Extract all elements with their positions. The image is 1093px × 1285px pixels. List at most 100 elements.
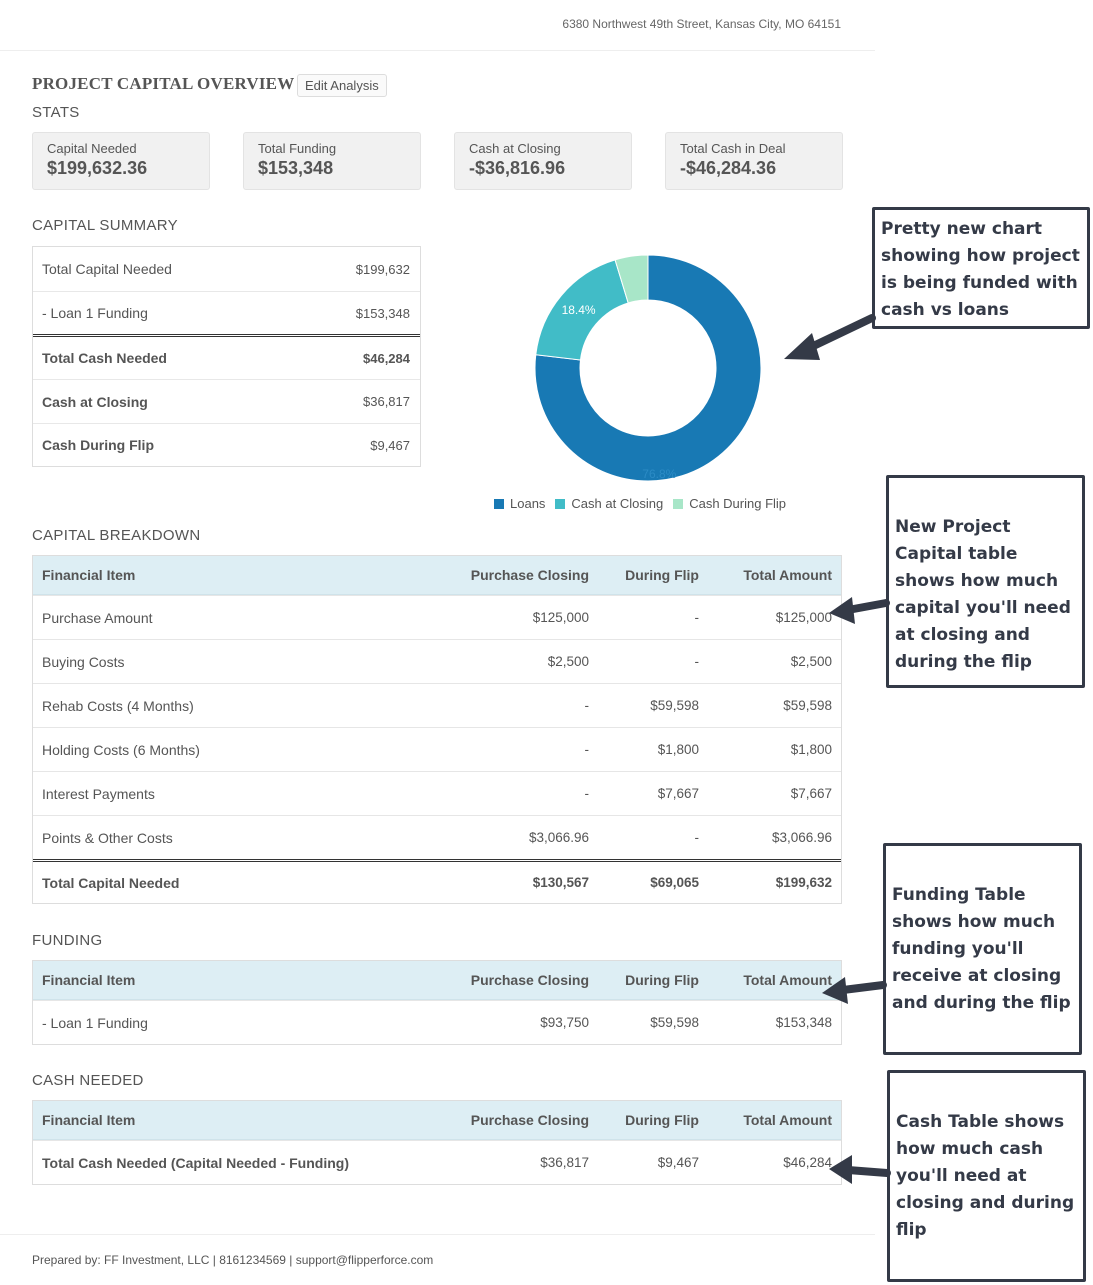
footer-divider <box>0 1234 875 1235</box>
table-row: Holding Costs (6 Months) - $1,800 $1,800 <box>33 727 841 771</box>
cell: $69,065 <box>650 875 699 890</box>
stat-label: Total Funding <box>258 141 337 156</box>
callout-funding-table: Funding Table shows how much funding you… <box>883 843 1082 1055</box>
donut-slice-loans[interactable] <box>534 254 762 482</box>
table-row: Interest Payments - $7,667 $7,667 <box>33 771 841 815</box>
capital-breakdown-title: CAPITAL BREAKDOWN <box>32 527 201 544</box>
cell: $9,467 <box>657 1155 699 1170</box>
column-header: Financial Item <box>42 972 136 988</box>
cell: $125,000 <box>775 610 832 625</box>
cash-needed-title: CASH NEEDED <box>32 1072 144 1089</box>
legend-item[interactable]: Cash During Flip <box>673 496 786 511</box>
donut-data-label: 76.8% <box>642 467 676 481</box>
capital-summary-table: Total Capital Needed $199,632 - Loan 1 F… <box>32 246 421 467</box>
row-value: $46,284 <box>363 350 410 366</box>
row-label: Cash at Closing <box>42 393 148 410</box>
table-row: Total Cash Needed $46,284 <box>33 334 420 379</box>
stat-label: Capital Needed <box>47 141 137 156</box>
arrow-to-chart <box>801 314 876 354</box>
cell: $59,598 <box>650 1015 699 1030</box>
stat-capital-needed: Capital Needed $199,632.36 <box>32 132 210 190</box>
chart-legend: Loans Cash at Closing Cash During Flip <box>494 496 796 511</box>
cell: $3,066.96 <box>771 830 832 845</box>
stat-value: $199,632.36 <box>47 158 148 178</box>
row-label: - Loan 1 Funding <box>42 305 148 321</box>
table-row: Cash at Closing $36,817 <box>33 379 420 423</box>
cell: $1,800 <box>657 742 699 757</box>
arrow-to-cash-table <box>844 1166 891 1177</box>
cell: - <box>694 610 700 625</box>
cell: $7,667 <box>790 786 832 801</box>
cell: - <box>584 698 590 713</box>
callout-capital-table: New Project Capital table shows how much… <box>886 475 1085 688</box>
stat-value: -$46,284.36 <box>680 158 777 178</box>
cell: - <box>584 786 590 801</box>
column-header: Total Amount <box>743 567 832 583</box>
stat-total-funding: Total Funding $153,348 <box>243 132 421 190</box>
stats-section-title: STATS <box>32 104 80 121</box>
table-row: Points & Other Costs $3,066.96 - $3,066.… <box>33 815 841 859</box>
table-row: - Loan 1 Funding $93,750 $59,598 $153,34… <box>33 1000 841 1044</box>
row-value: $199,632 <box>355 261 410 277</box>
table-header: Financial Item Purchase Closing During F… <box>33 961 841 1000</box>
cell: Total Capital Needed <box>42 874 180 891</box>
capital-summary-title: CAPITAL SUMMARY <box>32 217 178 234</box>
cell: $2,500 <box>547 654 589 669</box>
row-value: $153,348 <box>355 305 410 321</box>
legend-item[interactable]: Cash at Closing <box>555 496 663 511</box>
cell: $93,750 <box>540 1015 589 1030</box>
table-row: Cash During Flip $9,467 <box>33 423 420 466</box>
cell: $125,000 <box>532 610 589 625</box>
header-divider <box>0 50 875 51</box>
callout-chart: Pretty new chart showing how project is … <box>872 207 1090 329</box>
table-row: Total Capital Needed $199,632 <box>33 247 420 291</box>
cell: $59,598 <box>650 698 699 713</box>
page-title: PROJECT CAPITAL OVERVIEW <box>32 74 295 93</box>
footer-prepared-by: Prepared by: FF Investment, LLC | 816123… <box>32 1253 434 1267</box>
cell: - Loan 1 Funding <box>42 1014 148 1031</box>
cell: $199,632 <box>775 875 832 890</box>
cell: $153,348 <box>775 1015 832 1030</box>
stat-value: -$36,816.96 <box>469 158 566 178</box>
callout-cash-table: Cash Table shows how much cash you'll ne… <box>887 1070 1086 1282</box>
column-header: Purchase Closing <box>470 567 589 583</box>
edit-analysis-button[interactable]: Edit Analysis <box>297 74 387 97</box>
column-header: During Flip <box>625 972 699 988</box>
funding-title: FUNDING <box>32 932 103 949</box>
donut-slice-cash-during-flip[interactable] <box>614 254 649 304</box>
arrow-to-capital-table <box>844 599 890 614</box>
cell: $130,567 <box>532 875 589 890</box>
column-header: Purchase Closing <box>470 972 589 988</box>
stat-label: Cash at Closing <box>469 141 561 156</box>
row-value: $36,817 <box>363 394 410 409</box>
row-label: Cash During Flip <box>42 437 154 453</box>
row-label: Total Cash Needed <box>42 350 167 366</box>
cell: Purchase Amount <box>42 609 153 626</box>
cell: Interest Payments <box>42 785 155 802</box>
stat-value: $153,348 <box>258 158 334 178</box>
legend-label: Loans <box>510 496 546 511</box>
legend-label: Cash at Closing <box>571 496 664 511</box>
stat-label: Total Cash in Deal <box>680 141 786 156</box>
funding-table: Financial Item Purchase Closing During F… <box>32 960 842 1045</box>
column-header: Total Amount <box>743 972 832 988</box>
column-header: During Flip <box>625 1112 699 1128</box>
cell: $2,500 <box>790 654 832 669</box>
cell: $1,800 <box>790 742 832 757</box>
cell: - <box>694 654 700 669</box>
legend-item[interactable]: Loans <box>494 496 545 511</box>
table-row: - Loan 1 Funding $153,348 <box>33 291 420 334</box>
cell: $7,667 <box>657 786 699 801</box>
cell: Holding Costs (6 Months) <box>42 741 200 758</box>
cell: $46,284 <box>783 1155 832 1170</box>
stat-cash-at-closing: Cash at Closing -$36,816.96 <box>454 132 632 190</box>
legend-swatch <box>494 498 504 509</box>
table-total-row: Total Capital Needed $130,567 $69,065 $1… <box>33 859 841 903</box>
legend-label: Cash During Flip <box>689 496 787 511</box>
column-header: During Flip <box>625 567 699 583</box>
cell: $3,066.96 <box>528 830 589 845</box>
arrow-to-funding-table <box>839 981 887 994</box>
column-header: Total Amount <box>743 1112 832 1128</box>
table-header: Financial Item Purchase Closing During F… <box>33 556 841 595</box>
legend-swatch <box>673 498 684 509</box>
